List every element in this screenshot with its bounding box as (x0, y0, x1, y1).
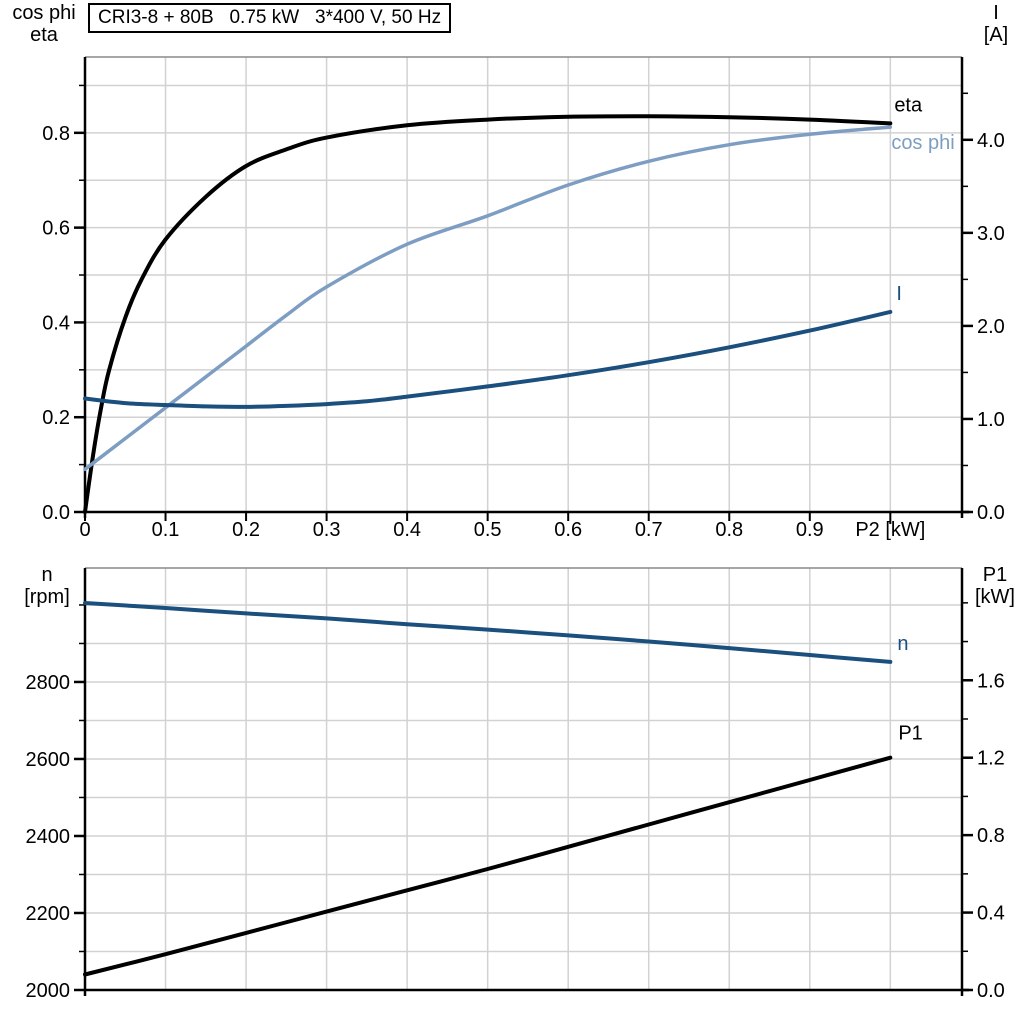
right-tick-label: 4.0 (977, 130, 1005, 152)
top-left-axis-label: cos phi eta (0, 2, 88, 46)
x-tick-label: 0.3 (313, 519, 341, 541)
x-tick-label: 0.2 (232, 519, 260, 541)
right-tick-label: 1.6 (977, 670, 1005, 692)
curve-cos_phi (83, 125, 893, 472)
left-tick-label: 0.4 (42, 312, 70, 334)
left-tick-label: 2200 (26, 903, 71, 925)
current-axis-unit: [A] (983, 24, 1009, 46)
speed-axis-unit: [rpm] (24, 586, 70, 608)
x-tick-label: 0.6 (554, 519, 582, 541)
left-tick-label: 2600 (26, 749, 71, 771)
left-tick-label: 2000 (26, 980, 71, 1002)
eta-axis-label: eta (30, 24, 58, 46)
x-tick-label: 0.5 (474, 519, 502, 541)
x-axis-unit-label: P2 [kW] (855, 519, 925, 541)
right-tick-label: 0.8 (977, 825, 1005, 847)
right-tick-label: 3.0 (977, 223, 1005, 245)
curve-label-P1: P1 (898, 723, 922, 745)
curve-label-cos_phi: cos phi (891, 132, 954, 154)
x-tick-label: 0.9 (796, 519, 824, 541)
right-tick-label: 1.0 (977, 409, 1005, 431)
right-tick-label: 0.0 (977, 502, 1005, 524)
current-axis-label: I (993, 2, 999, 24)
left-tick-label: 2400 (26, 826, 71, 848)
curve-n (83, 601, 893, 664)
left-tick-label: 0.0 (42, 502, 70, 524)
curve-label-n: n (897, 633, 908, 655)
x-tick-label: 0.7 (635, 519, 663, 541)
speed-axis-label: n (41, 564, 53, 586)
cos-phi-axis-label: cos phi (12, 2, 76, 24)
curve-P1 (83, 755, 893, 977)
left-tick-label: 0.8 (42, 123, 70, 145)
curve-eta (83, 114, 893, 514)
curve-label-I: I (896, 283, 902, 305)
p1-axis-label: P1 (982, 564, 1008, 586)
x-tick-label: 0.1 (152, 519, 180, 541)
bottom-left-axis-label: n [rpm] (2, 564, 92, 608)
bottom-right-axis-label: P1 [kW] (966, 564, 1024, 608)
left-tick-label: 2800 (26, 672, 71, 694)
x-tick-label: 0 (79, 519, 90, 541)
right-tick-label: 0.4 (977, 903, 1005, 925)
right-tick-label: 0.0 (977, 980, 1005, 1002)
curve-I (83, 309, 893, 409)
curve-label-eta: eta (894, 94, 923, 116)
top-right-axis-label: I [A] (968, 2, 1024, 46)
right-tick-label: 1.2 (977, 748, 1005, 770)
right-tick-label: 2.0 (977, 316, 1005, 338)
p1-axis-unit: [kW] (975, 586, 1015, 608)
left-tick-label: 0.6 (42, 218, 70, 240)
left-tick-label: 0.2 (42, 407, 70, 429)
x-tick-label: 0.8 (715, 519, 743, 541)
chart-title: CRI3-8 + 80B 0.75 kW 3*400 V, 50 Hz (88, 3, 452, 33)
x-tick-label: 0.4 (393, 519, 421, 541)
